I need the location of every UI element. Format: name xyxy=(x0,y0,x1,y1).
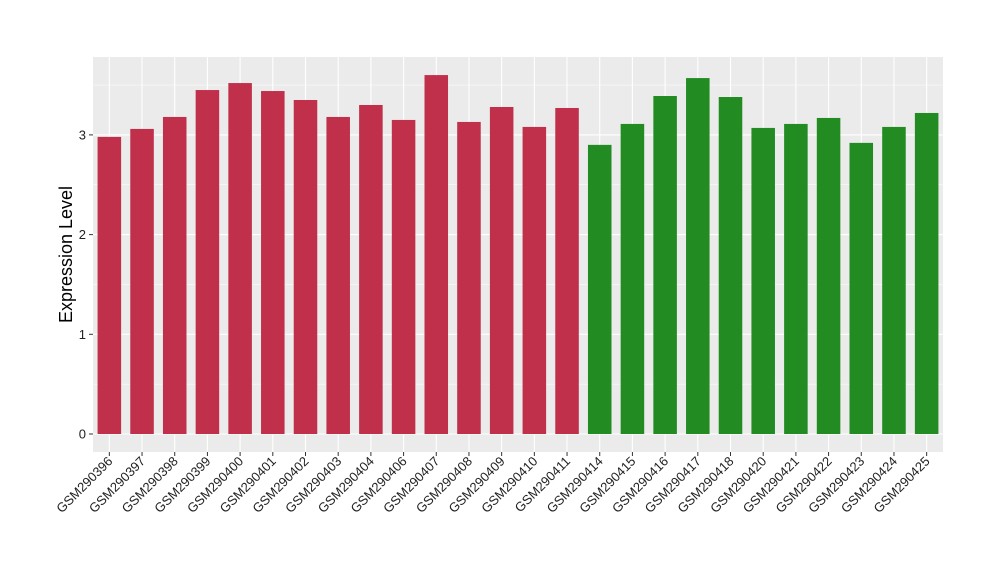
bar-GSM290407 xyxy=(424,75,449,434)
x-axis: GSM290396GSM290397GSM290398GSM290399GSM2… xyxy=(53,452,933,516)
bar-GSM290425 xyxy=(914,112,939,434)
y-tick-label: 2 xyxy=(79,227,86,242)
bars xyxy=(97,75,939,435)
bar-GSM290415 xyxy=(620,123,645,435)
bar-GSM290406 xyxy=(391,119,416,434)
bar-GSM290409 xyxy=(489,106,514,434)
bar-GSM290400 xyxy=(228,83,252,434)
bar-GSM290396 xyxy=(97,136,122,435)
bar-GSM290422 xyxy=(816,117,841,435)
bar-GSM290397 xyxy=(130,128,154,434)
plot-panel xyxy=(93,57,943,452)
bar-GSM290402 xyxy=(293,100,318,434)
bar-GSM290421 xyxy=(784,123,808,435)
y-tick-label: 1 xyxy=(79,327,86,342)
bar-GSM290411 xyxy=(555,107,579,434)
bar-GSM290403 xyxy=(326,116,350,434)
bar-GSM290424 xyxy=(882,126,906,434)
bar-GSM290416 xyxy=(653,96,677,434)
bar-GSM290404 xyxy=(359,104,383,435)
bar-GSM290420 xyxy=(751,127,775,435)
y-axis-label: Expression Level xyxy=(56,186,76,323)
bar-GSM290399 xyxy=(195,90,220,434)
bar-GSM290408 xyxy=(457,121,481,435)
y-tick-label: 3 xyxy=(79,127,86,142)
y-axis: 0 1 2 3 xyxy=(79,127,93,442)
bar-GSM290414 xyxy=(587,144,612,434)
bar-GSM290418 xyxy=(718,97,743,434)
bar-GSM290417 xyxy=(686,78,710,435)
bar-GSM290398 xyxy=(162,116,187,434)
y-tick-label: 0 xyxy=(79,427,86,442)
bar-GSM290423 xyxy=(849,142,874,434)
bar-GSM290410 xyxy=(522,126,547,434)
bar-GSM290401 xyxy=(261,91,285,435)
